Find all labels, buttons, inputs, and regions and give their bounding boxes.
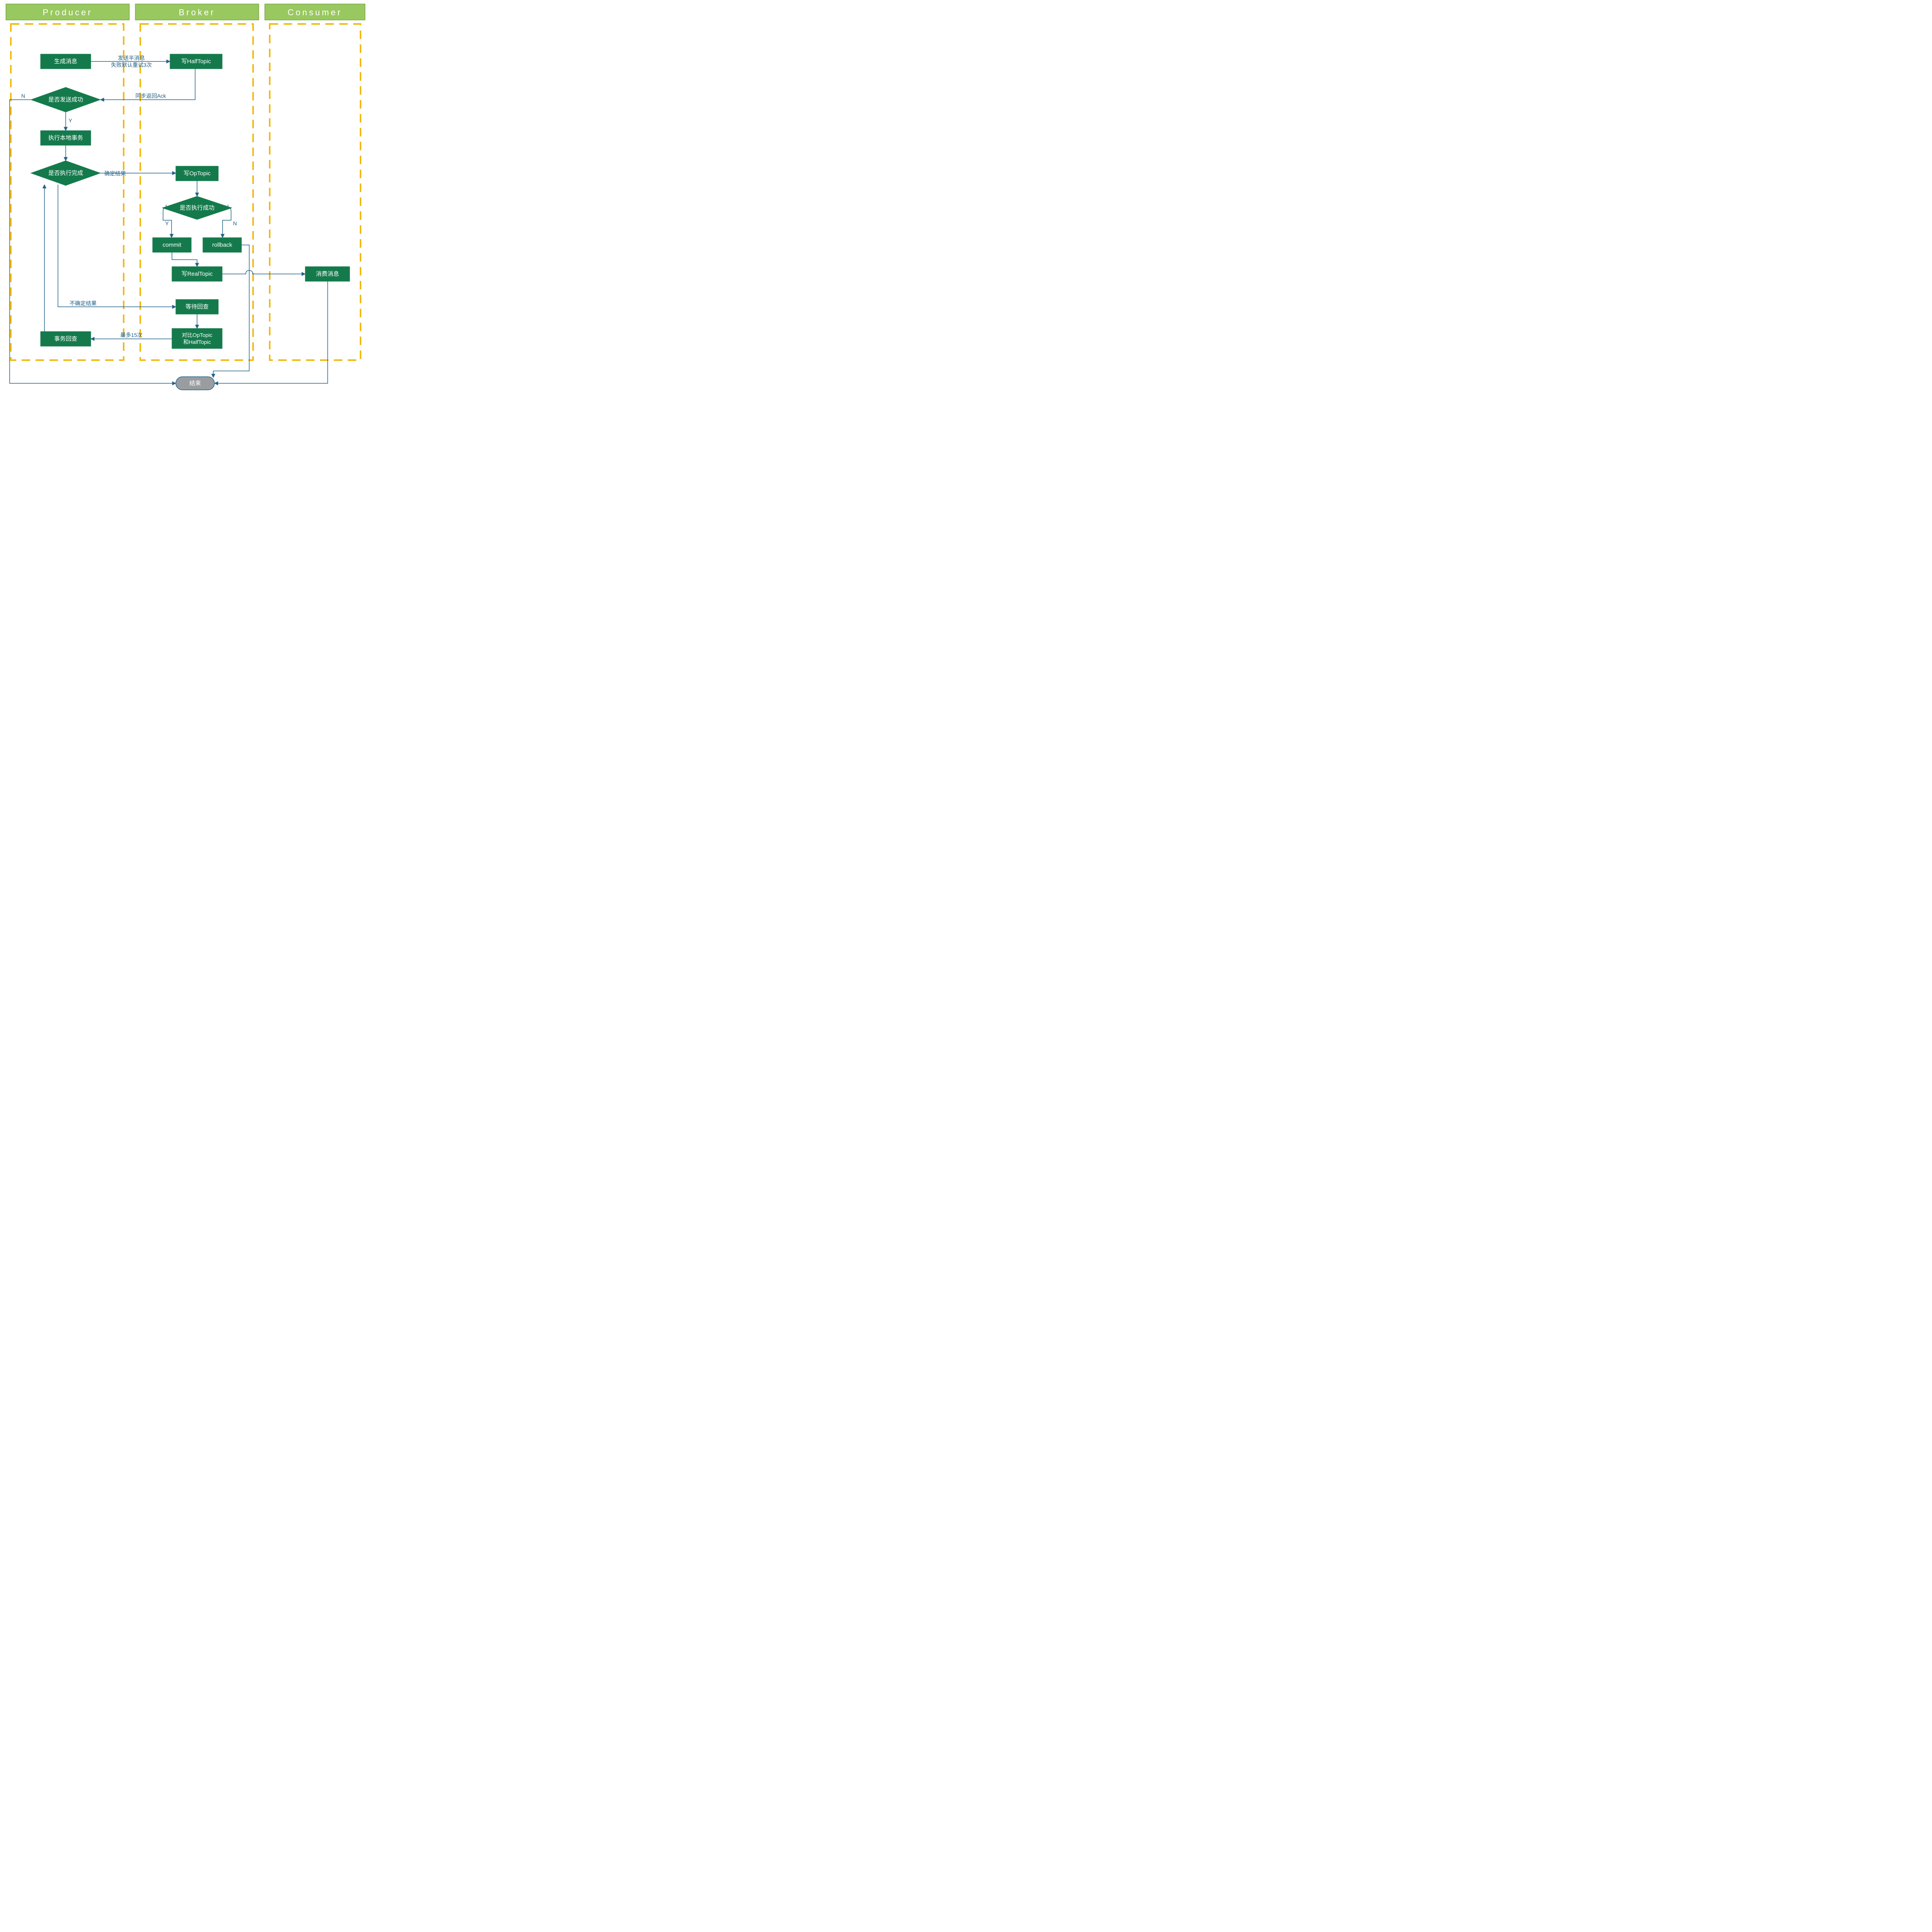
lane-box-consumer — [270, 24, 361, 360]
lane-title-broker: Broker — [179, 8, 216, 17]
edge-e_commit_real — [172, 252, 197, 267]
edge-e_real_consume — [222, 270, 305, 274]
edge-label-e_execok_y: Y — [165, 220, 169, 226]
edge-label-e_done_op: 确定结果 — [104, 170, 126, 177]
lane-title-producer: Producer — [43, 8, 92, 17]
lane-title-consumer: Consumer — [287, 8, 342, 17]
node-label-rollback: rollback — [212, 242, 232, 248]
edge-e_rollback_end — [213, 245, 249, 378]
node-label-exec_done: 是否执行完成 — [48, 170, 83, 177]
node-label-tx_check: 事务回查 — [54, 336, 77, 342]
node-label-exec_ok: 是否执行成功 — [180, 205, 214, 211]
edge-label-e_sendok_n: N — [21, 93, 25, 99]
edge-label-e_compare_txchk: 最多15次 — [120, 332, 143, 338]
node-label-commit: commit — [163, 242, 182, 248]
node-label1-compare: 对比OpTopic — [182, 332, 212, 338]
edge-label-e_done_unknown: 不确定结果 — [70, 300, 97, 306]
node-label-consume: 消费消息 — [316, 271, 339, 277]
edge-label-e_execok_n: N — [233, 220, 237, 226]
edge-label-e_half_ack: 同步返回Ack — [135, 93, 166, 99]
node-label-real_topic: 写RealTopic — [182, 271, 213, 277]
node-label-gen_msg: 生成消息 — [54, 58, 77, 65]
node-label-exec_local: 执行本地事务 — [48, 135, 83, 141]
node-label-half_topic: 写HalfTopic — [181, 58, 211, 65]
edge-e_sendok_n — [10, 100, 176, 383]
node-label2-compare: 和HalfTopic — [183, 339, 211, 345]
node-compare — [172, 328, 222, 349]
node-label-end: 结束 — [189, 380, 201, 387]
lane-box-producer — [11, 24, 124, 360]
edge-label1-e_gen_half: 发送半消息 — [118, 55, 145, 61]
edge-e_consume_end — [214, 281, 328, 383]
node-label-op_topic: 写OpTopic — [184, 170, 211, 177]
edge-label2-e_gen_half: 失败默认重试3次 — [111, 62, 152, 68]
node-label-send_ok: 是否发送成功 — [48, 97, 83, 103]
edge-label-e_sendok_y: Y — [68, 117, 72, 124]
node-label-wait_check: 等待回查 — [185, 303, 209, 310]
